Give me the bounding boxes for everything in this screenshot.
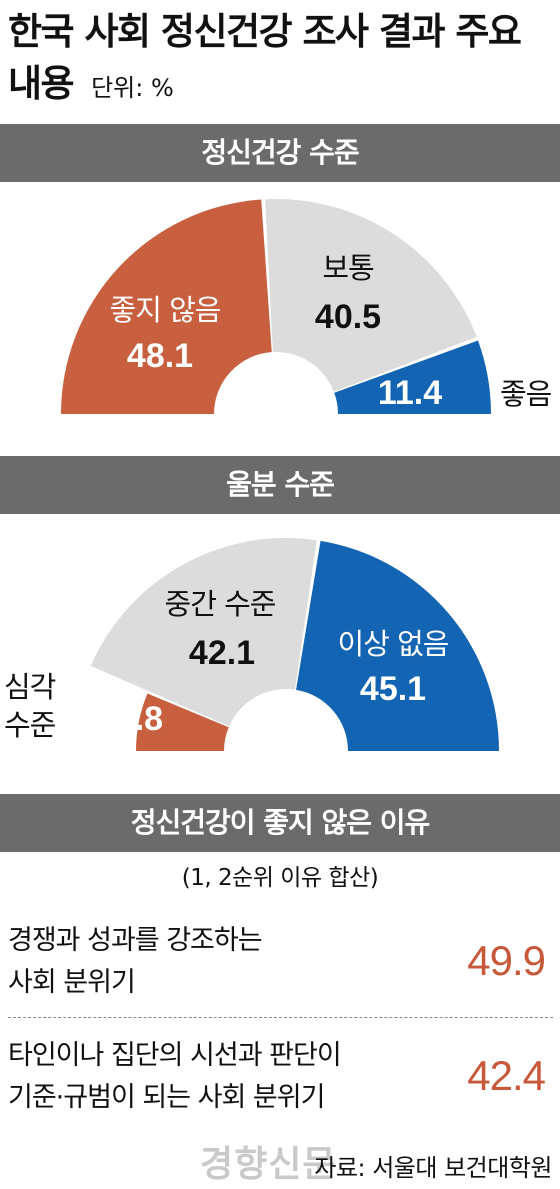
reason-2-line-1: 타인이나 집단의 시선과 판단이	[8, 1040, 342, 1071]
reason-divider	[8, 1017, 553, 1018]
chart2-header: 울분 수준	[0, 456, 560, 514]
watermark-logo: 경향신문	[200, 1144, 337, 1185]
category-label-1: 좋지 않음	[110, 293, 221, 327]
unit-label: 단위: %	[91, 74, 174, 102]
slice-1	[136, 693, 229, 751]
category-label-1-line-2: 수준	[4, 708, 56, 742]
slice-1	[61, 199, 272, 414]
value-label-2: 40.5	[315, 298, 381, 336]
reason-1-line-2: 사회 분위기	[8, 967, 136, 998]
reason-row-2: 타인이나 집단의 시선과 판단이 기준·규범이 되는 사회 분위기 42.4	[8, 1035, 553, 1119]
slice-2	[90, 538, 317, 727]
slice-3	[296, 540, 500, 751]
slice-3	[334, 340, 491, 414]
source-credit: 자료: 서울대 보건대학원	[314, 1154, 552, 1182]
value-label-3: 45.1	[360, 670, 426, 708]
reason-row-1: 경쟁과 성과를 강조하는 사회 분위기 49.9	[8, 920, 553, 1004]
title-text: 한국 사회 정신건강 조사 결과 주요 내용	[8, 10, 522, 105]
category-label-3: 이상 없음	[338, 627, 449, 661]
reasons-header: 정신건강이 좋지 않은 이유	[0, 794, 560, 852]
reason-2-line-2: 기준·규범이 되는 사회 분위기	[8, 1082, 325, 1113]
value-label-1: 48.1	[127, 337, 193, 375]
slice-2	[265, 199, 477, 392]
chart1-header: 정신건강 수준	[0, 124, 560, 182]
page-title: 한국 사회 정신건강 조사 결과 주요 내용 단위: %	[8, 6, 553, 114]
value-label-1: 12.8	[97, 700, 163, 738]
reason-1-line-1: 경쟁과 성과를 강조하는	[8, 925, 263, 956]
category-label-1-line-1: 심각	[4, 670, 56, 704]
category-label-2: 보통	[322, 251, 374, 285]
reason-2-value: 42.4	[467, 1052, 546, 1099]
reasons-note: (1, 2순위 이유 합산)	[181, 865, 379, 891]
value-label-3: 11.4	[378, 374, 442, 412]
category-label-3: 좋음	[500, 377, 552, 411]
value-label-2: 42.1	[189, 634, 255, 672]
reason-1-value: 49.9	[467, 937, 546, 984]
category-label-2: 중간 수준	[165, 587, 276, 621]
